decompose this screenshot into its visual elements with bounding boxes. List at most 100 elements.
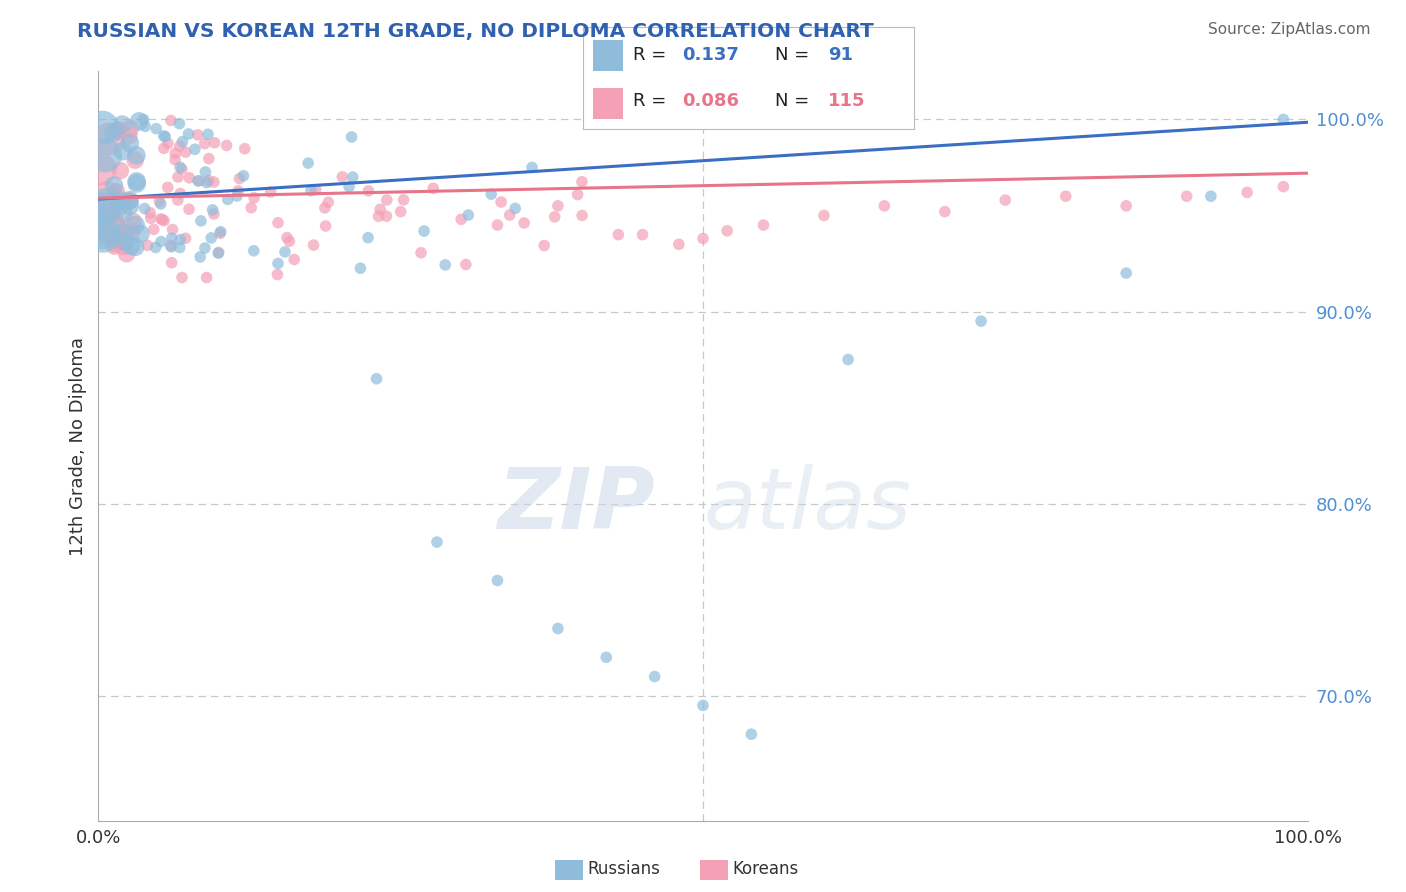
Point xyxy=(156,136,179,151)
Point xyxy=(209,227,232,241)
Point xyxy=(125,148,148,162)
Bar xyxy=(593,40,623,70)
Point xyxy=(375,209,398,223)
Point xyxy=(228,171,250,186)
Point xyxy=(122,214,145,228)
Point xyxy=(120,225,142,239)
Point xyxy=(105,185,128,199)
Point xyxy=(170,162,193,177)
Point xyxy=(994,193,1017,207)
Point xyxy=(136,238,159,252)
Point xyxy=(149,211,172,226)
Point xyxy=(107,123,129,137)
Point xyxy=(89,162,111,177)
Point xyxy=(204,136,226,150)
Point xyxy=(1272,112,1295,127)
Point xyxy=(152,212,174,227)
Point xyxy=(260,185,283,199)
Point xyxy=(166,193,188,207)
Point xyxy=(160,256,183,270)
Point xyxy=(202,207,225,221)
Point xyxy=(124,218,146,232)
Point xyxy=(97,132,120,146)
Point xyxy=(188,174,211,188)
Point xyxy=(299,184,322,198)
Point xyxy=(174,231,197,245)
Point xyxy=(91,228,114,243)
Point xyxy=(108,201,131,215)
Point xyxy=(692,231,714,245)
Point xyxy=(547,199,569,213)
Point xyxy=(156,180,179,194)
Point xyxy=(520,161,543,175)
Point xyxy=(207,245,229,260)
Point xyxy=(111,194,134,209)
Point xyxy=(120,121,142,136)
Point xyxy=(668,237,690,252)
Point xyxy=(118,136,141,151)
Point xyxy=(716,224,738,238)
Point xyxy=(217,193,239,207)
Point xyxy=(153,213,176,227)
Point xyxy=(145,121,167,136)
Point xyxy=(314,201,336,215)
Point xyxy=(103,239,125,253)
Point xyxy=(112,239,135,253)
Point xyxy=(120,239,142,253)
Y-axis label: 12th Grade, No Diploma: 12th Grade, No Diploma xyxy=(69,336,87,556)
Point xyxy=(567,187,589,202)
Point xyxy=(170,270,193,285)
Point xyxy=(153,141,176,155)
Text: 0.086: 0.086 xyxy=(683,92,740,110)
Point xyxy=(107,192,129,206)
Point xyxy=(159,238,181,252)
Point xyxy=(342,170,364,185)
Point xyxy=(486,574,509,588)
Point xyxy=(631,227,654,242)
Point xyxy=(267,256,290,270)
Point xyxy=(457,208,479,222)
Point xyxy=(426,535,449,549)
Point xyxy=(112,207,135,221)
Point xyxy=(139,211,162,226)
Point xyxy=(1199,189,1222,203)
Point xyxy=(118,128,141,143)
Point xyxy=(118,194,141,208)
Point xyxy=(117,194,139,209)
Point xyxy=(302,238,325,252)
Point xyxy=(198,173,221,187)
Point xyxy=(513,216,536,230)
Point xyxy=(169,139,191,153)
Point xyxy=(184,142,207,156)
Point xyxy=(195,270,218,285)
Point xyxy=(740,727,762,741)
Point xyxy=(134,202,156,216)
Point xyxy=(201,202,224,217)
Point xyxy=(94,198,117,212)
Point xyxy=(1115,266,1137,280)
Point xyxy=(330,169,353,184)
Point xyxy=(215,138,238,153)
Point xyxy=(368,202,391,217)
Point xyxy=(644,669,666,683)
Point xyxy=(111,118,134,132)
Point xyxy=(190,214,212,228)
Point xyxy=(316,195,339,210)
Point xyxy=(128,114,150,128)
Point xyxy=(165,153,187,167)
Text: 0.137: 0.137 xyxy=(683,46,740,64)
Point xyxy=(145,240,167,254)
Point xyxy=(177,127,200,141)
Point xyxy=(503,202,526,216)
Text: Russians: Russians xyxy=(588,860,661,878)
Point xyxy=(167,169,190,184)
Point xyxy=(1272,179,1295,194)
Point xyxy=(160,240,183,254)
Point xyxy=(172,135,194,149)
Point xyxy=(571,209,593,223)
Text: 115: 115 xyxy=(828,92,866,110)
Point xyxy=(195,176,218,190)
Point xyxy=(142,222,165,236)
Point xyxy=(177,202,200,217)
Point xyxy=(340,130,363,145)
